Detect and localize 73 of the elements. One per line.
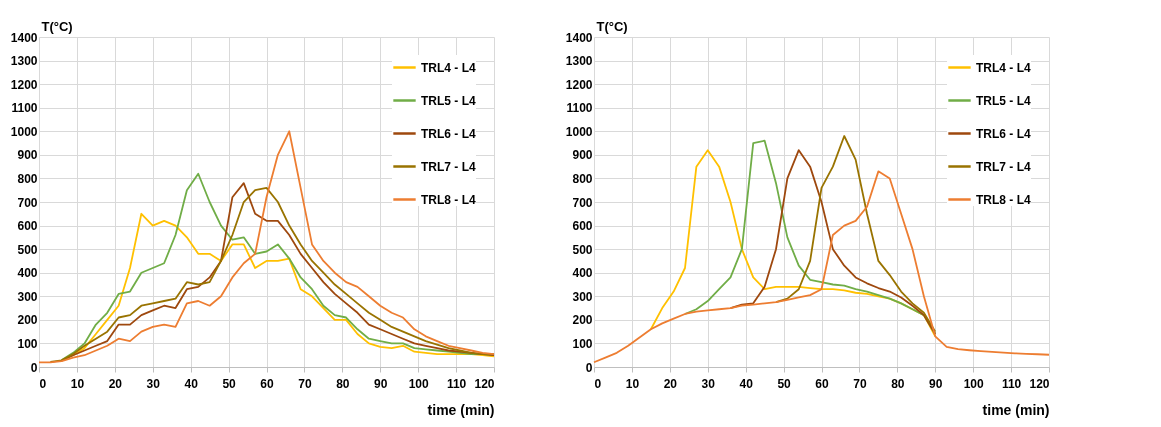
y-tick-label: 1200 xyxy=(565,77,593,92)
x-tick-label: 10 xyxy=(625,376,640,391)
x-tick-label: 50 xyxy=(222,376,237,391)
legend-label: TRL6 - L4 xyxy=(421,126,476,141)
legend-label: TRL7 - L4 xyxy=(976,159,1031,174)
y-tick-label: 1300 xyxy=(10,54,38,69)
y-tick-label: 200 xyxy=(17,313,38,328)
y-tick-label: 1000 xyxy=(565,124,593,139)
y-tick-label: 300 xyxy=(17,289,38,304)
legend-label: TRL7 - L4 xyxy=(421,159,476,174)
y-tick-label: 900 xyxy=(17,148,38,163)
y-tick-label: 800 xyxy=(572,171,593,186)
x-tick-label: 100 xyxy=(963,376,984,391)
x-tick-label: 110 xyxy=(1001,376,1022,391)
y-tick-label: 0 xyxy=(30,360,38,375)
y-tick-label: 1400 xyxy=(10,30,38,45)
y-tick-label: 600 xyxy=(17,219,38,234)
y-axis-title: T(°C) xyxy=(41,18,73,34)
x-tick-label: 80 xyxy=(891,376,905,391)
x-tick-label: 30 xyxy=(701,376,716,391)
y-tick-label: 1200 xyxy=(10,77,38,92)
x-tick-label: 60 xyxy=(815,376,829,391)
x-tick-label: 40 xyxy=(739,376,754,391)
y-tick-label: 200 xyxy=(572,313,593,328)
y-tick-label: 1100 xyxy=(566,101,593,116)
y-tick-label: 1000 xyxy=(10,124,38,139)
legend-label: TRL6 - L4 xyxy=(976,126,1031,141)
y-tick-label: 1400 xyxy=(565,30,593,45)
legend-label: TRL4 - L4 xyxy=(976,60,1031,75)
y-tick-label: 100 xyxy=(572,336,593,351)
x-tick-label: 10 xyxy=(70,376,85,391)
legend-label: TRL8 - L4 xyxy=(421,192,476,207)
y-tick-label: 100 xyxy=(17,336,38,351)
x-tick-label: 70 xyxy=(298,376,312,391)
y-tick-label: 1100 xyxy=(11,101,38,116)
x-tick-label: 100 xyxy=(408,376,429,391)
x-tick-label: 20 xyxy=(663,376,678,391)
line-series xyxy=(649,149,937,338)
y-tick-label: 1300 xyxy=(565,54,593,69)
y-tick-label: 300 xyxy=(572,289,593,304)
y-tick-label: 600 xyxy=(572,219,593,234)
y-tick-label: 800 xyxy=(17,171,38,186)
x-tick-label: 60 xyxy=(260,376,274,391)
line-series xyxy=(775,135,937,333)
line-series xyxy=(729,149,937,335)
y-tick-label: 0 xyxy=(585,360,593,375)
legend-label: TRL8 - L4 xyxy=(976,192,1031,207)
y-tick-label: 700 xyxy=(17,195,38,210)
legend-label: TRL5 - L4 xyxy=(976,93,1031,108)
x-tick-label: 40 xyxy=(184,376,199,391)
line-series xyxy=(38,130,495,364)
x-tick-label: 120 xyxy=(474,376,495,391)
y-tick-label: 500 xyxy=(17,242,38,257)
x-tick-label: 30 xyxy=(146,376,161,391)
line-series xyxy=(593,170,1050,364)
x-tick-label: 20 xyxy=(108,376,123,391)
y-tick-label: 400 xyxy=(17,266,38,281)
x-axis-title: time (min) xyxy=(427,401,495,418)
y-axis-title: T(°C) xyxy=(596,18,628,34)
y-tick-label: 900 xyxy=(572,148,593,163)
x-tick-label: 110 xyxy=(446,376,467,391)
x-tick-label: 50 xyxy=(777,376,792,391)
legend-label: TRL5 - L4 xyxy=(421,93,476,108)
y-tick-label: 400 xyxy=(572,266,593,281)
legend-label: TRL4 - L4 xyxy=(421,60,476,75)
x-axis-title: time (min) xyxy=(982,401,1050,418)
y-tick-label: 700 xyxy=(572,195,593,210)
x-tick-label: 80 xyxy=(336,376,350,391)
x-tick-label: 70 xyxy=(853,376,867,391)
x-tick-label: 120 xyxy=(1029,376,1050,391)
y-tick-label: 500 xyxy=(572,242,593,257)
x-tick-label: 90 xyxy=(929,376,943,391)
x-tick-label: 90 xyxy=(374,376,388,391)
